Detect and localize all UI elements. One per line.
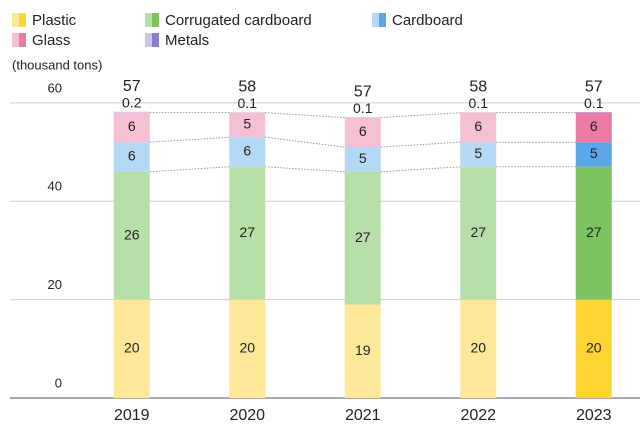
x-tick-label: 2019: [114, 407, 150, 424]
legend-swatch: [152, 13, 159, 27]
y-axis-label: (thousand tons): [12, 57, 102, 72]
connector: [380, 141, 461, 148]
bar-segment: [229, 112, 266, 138]
legend-label: Glass: [32, 32, 70, 49]
legend-label: Plastic: [32, 12, 77, 29]
y-tick-label: 0: [55, 375, 62, 390]
value-label: 6: [359, 123, 367, 139]
legend-swatch: [379, 13, 386, 27]
connector: [380, 112, 461, 119]
value-label: 6: [128, 148, 136, 164]
x-tick-label: 2021: [345, 407, 381, 424]
y-tick-label: 40: [48, 179, 62, 194]
value-label: 27: [239, 224, 255, 240]
bar-segment: [229, 166, 266, 300]
value-label: 0.1: [469, 95, 489, 111]
bar-segment: [113, 299, 150, 398]
value-label: 20: [124, 340, 140, 356]
connector: [380, 166, 461, 173]
value-label: 20: [470, 340, 486, 356]
total-label: 57: [585, 78, 603, 95]
value-label: 27: [470, 224, 486, 240]
bar-segment: [575, 112, 612, 143]
bar-segment: [344, 147, 381, 172]
value-label: 6: [590, 118, 598, 134]
bar-segment: [575, 166, 612, 300]
value-label: 0.2: [122, 94, 142, 110]
bar-segment: [113, 112, 150, 143]
total-label: 58: [238, 78, 256, 95]
connector: [265, 166, 345, 173]
bar-segment: [113, 111, 150, 113]
value-label: 19: [355, 342, 371, 358]
value-label: 5: [474, 145, 482, 161]
bar-segment: [229, 137, 266, 167]
legend-swatch: [12, 33, 19, 47]
bar-segment: [113, 142, 150, 172]
value-label: 26: [124, 226, 140, 242]
legend-label: Corrugated cardboard: [165, 12, 312, 29]
y-tick-label: 20: [48, 277, 62, 292]
value-label: 0.1: [584, 95, 604, 111]
total-label: 58: [469, 78, 487, 95]
value-label: 5: [590, 145, 598, 161]
value-label: 6: [474, 118, 482, 134]
legend-swatch: [12, 13, 19, 27]
bar-segment: [460, 166, 497, 300]
x-tick-label: 2020: [229, 407, 265, 424]
legend-swatch: [19, 33, 26, 47]
bar-segment: [113, 171, 150, 300]
legend-label: Cardboard: [392, 12, 463, 29]
bar-segment: [460, 299, 497, 398]
bar-segment: [344, 117, 381, 148]
bar-segment: [344, 304, 381, 398]
value-label: 0.1: [238, 95, 258, 111]
connector: [265, 112, 345, 119]
total-label: 57: [354, 83, 372, 100]
value-label: 27: [355, 229, 371, 245]
value-label: 20: [239, 340, 255, 356]
bar-segment: [460, 112, 497, 143]
value-label: 6: [128, 118, 136, 134]
bar-segment: [575, 299, 612, 398]
value-label: 6: [243, 143, 251, 159]
legend-swatch: [145, 13, 152, 27]
value-label: 27: [586, 224, 602, 240]
legend-swatch: [152, 33, 159, 47]
connector: [149, 136, 230, 143]
x-tick-label: 2023: [576, 407, 612, 424]
x-tick-label: 2022: [460, 407, 496, 424]
bar-segment: [229, 299, 266, 398]
value-label: 5: [359, 150, 367, 166]
bar-segment: [575, 142, 612, 167]
y-tick-label: 60: [48, 80, 62, 95]
legend-swatch: [372, 13, 379, 27]
bar-segment: [344, 171, 381, 305]
value-label: 0.1: [353, 100, 373, 116]
bar-segment: [460, 142, 497, 167]
legend-label: Metals: [165, 32, 209, 49]
connector: [265, 136, 345, 148]
legend-swatch: [145, 33, 152, 47]
total-label: 57: [123, 78, 141, 95]
value-label: 20: [586, 340, 602, 356]
connector: [149, 166, 230, 173]
value-label: 5: [243, 116, 251, 132]
legend-swatch: [19, 13, 26, 27]
